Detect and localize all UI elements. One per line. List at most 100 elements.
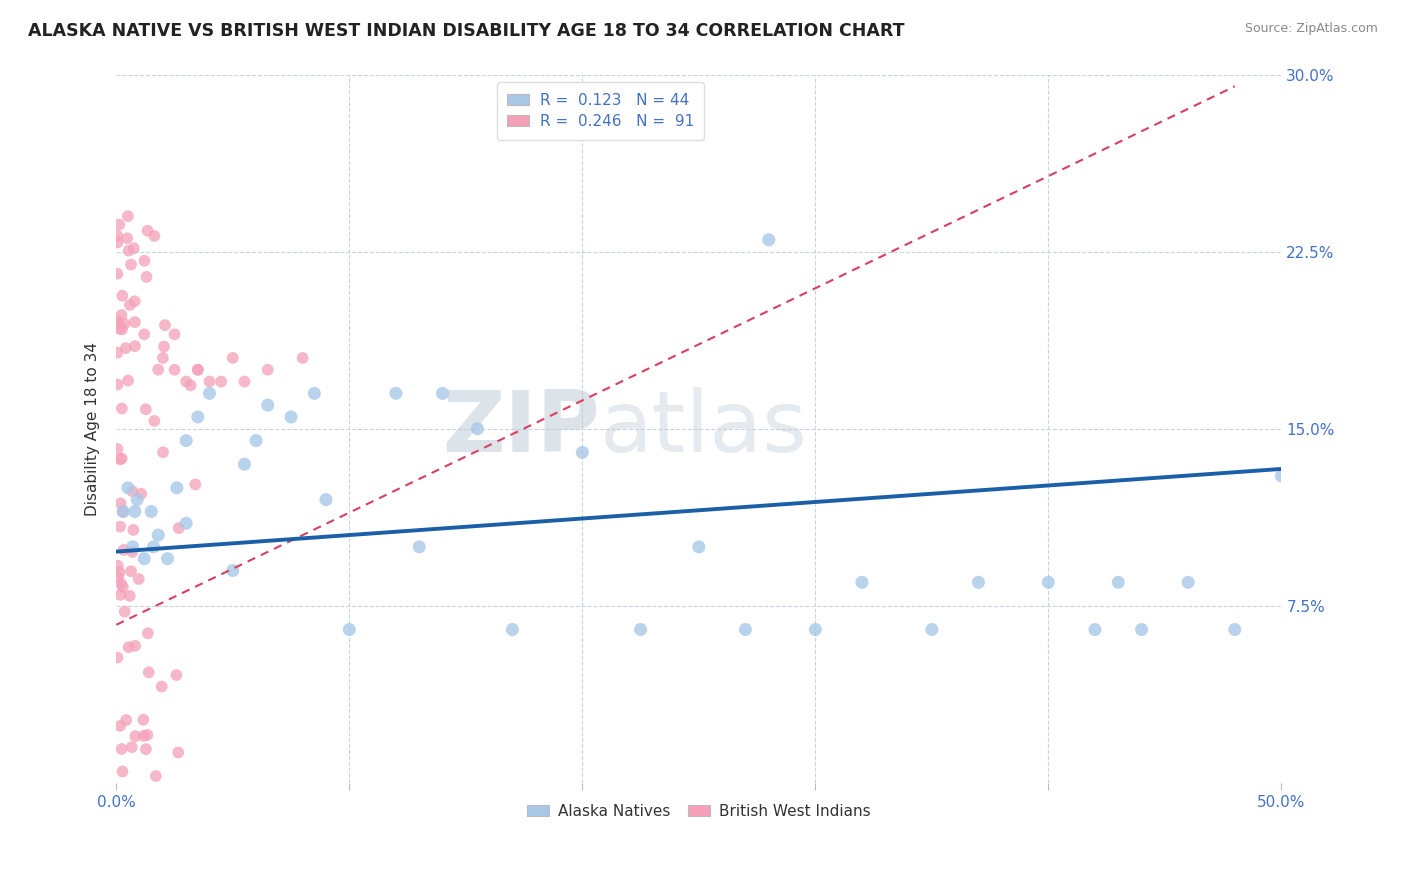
Point bbox=[167, 521, 190, 535]
Point bbox=[408, 540, 430, 554]
Point bbox=[108, 719, 131, 733]
Point bbox=[156, 551, 179, 566]
Point bbox=[111, 289, 134, 303]
Point bbox=[118, 244, 141, 258]
Point bbox=[921, 623, 943, 637]
Legend: Alaska Natives, British West Indians: Alaska Natives, British West Indians bbox=[522, 797, 877, 825]
Point bbox=[107, 442, 129, 456]
Point bbox=[111, 505, 134, 519]
Point bbox=[1130, 623, 1153, 637]
Point bbox=[134, 551, 156, 566]
Point bbox=[124, 729, 146, 743]
Point bbox=[124, 315, 146, 329]
Point bbox=[385, 386, 408, 401]
Point bbox=[108, 322, 131, 336]
Point bbox=[107, 570, 129, 584]
Point bbox=[571, 445, 593, 459]
Point bbox=[148, 528, 170, 542]
Point bbox=[280, 409, 302, 424]
Point bbox=[111, 401, 134, 416]
Text: atlas: atlas bbox=[600, 387, 808, 470]
Point bbox=[135, 269, 157, 284]
Point bbox=[136, 626, 159, 640]
Point bbox=[1270, 469, 1292, 483]
Point bbox=[118, 589, 141, 603]
Point bbox=[111, 451, 134, 466]
Point bbox=[152, 445, 174, 459]
Text: ZIP: ZIP bbox=[441, 387, 600, 470]
Point bbox=[120, 564, 142, 578]
Point bbox=[1223, 623, 1246, 637]
Point bbox=[141, 504, 163, 518]
Point bbox=[107, 317, 129, 331]
Point bbox=[121, 740, 143, 755]
Point bbox=[145, 769, 167, 783]
Point bbox=[108, 452, 131, 467]
Point bbox=[138, 665, 160, 680]
Point bbox=[121, 484, 143, 499]
Point bbox=[467, 422, 489, 436]
Point bbox=[120, 258, 142, 272]
Point bbox=[132, 729, 155, 743]
Point bbox=[233, 457, 256, 471]
Point bbox=[111, 580, 134, 594]
Point bbox=[337, 623, 360, 637]
Point bbox=[124, 294, 146, 309]
Point bbox=[108, 566, 131, 580]
Point bbox=[111, 764, 134, 779]
Point bbox=[136, 728, 159, 742]
Point bbox=[114, 317, 136, 331]
Point bbox=[121, 545, 143, 559]
Point bbox=[124, 339, 146, 353]
Point bbox=[142, 540, 165, 554]
Point bbox=[187, 363, 209, 377]
Point bbox=[110, 576, 132, 591]
Point bbox=[114, 341, 136, 355]
Point bbox=[167, 746, 190, 760]
Point bbox=[1038, 575, 1060, 590]
Point bbox=[222, 564, 245, 578]
Point bbox=[143, 414, 166, 428]
Point bbox=[122, 523, 145, 537]
Point bbox=[758, 233, 780, 247]
Point bbox=[107, 267, 129, 281]
Point bbox=[110, 588, 132, 602]
Point bbox=[127, 492, 149, 507]
Point bbox=[112, 504, 135, 518]
Point bbox=[1084, 623, 1107, 637]
Point bbox=[132, 713, 155, 727]
Point bbox=[107, 345, 129, 359]
Point bbox=[128, 572, 150, 586]
Point bbox=[163, 327, 186, 342]
Point bbox=[630, 623, 652, 637]
Point bbox=[107, 235, 129, 250]
Point bbox=[111, 742, 134, 756]
Point bbox=[115, 231, 138, 245]
Point bbox=[117, 640, 139, 655]
Point bbox=[152, 351, 174, 365]
Point bbox=[734, 623, 756, 637]
Point bbox=[117, 481, 139, 495]
Point bbox=[163, 363, 186, 377]
Point bbox=[136, 224, 159, 238]
Point bbox=[1177, 575, 1199, 590]
Y-axis label: Disability Age 18 to 34: Disability Age 18 to 34 bbox=[86, 342, 100, 516]
Point bbox=[107, 650, 129, 665]
Point bbox=[245, 434, 267, 448]
Point bbox=[115, 713, 138, 727]
Point bbox=[108, 519, 131, 533]
Point bbox=[256, 363, 278, 377]
Point bbox=[118, 298, 141, 312]
Point bbox=[107, 229, 129, 244]
Point bbox=[804, 623, 827, 637]
Point bbox=[108, 218, 131, 232]
Point bbox=[174, 516, 197, 531]
Point bbox=[1107, 575, 1129, 590]
Text: ALASKA NATIVE VS BRITISH WEST INDIAN DISABILITY AGE 18 TO 34 CORRELATION CHART: ALASKA NATIVE VS BRITISH WEST INDIAN DIS… bbox=[28, 22, 904, 40]
Point bbox=[124, 639, 146, 653]
Point bbox=[851, 575, 873, 590]
Point bbox=[122, 241, 145, 255]
Point bbox=[134, 253, 156, 268]
Point bbox=[114, 605, 136, 619]
Point bbox=[256, 398, 278, 412]
